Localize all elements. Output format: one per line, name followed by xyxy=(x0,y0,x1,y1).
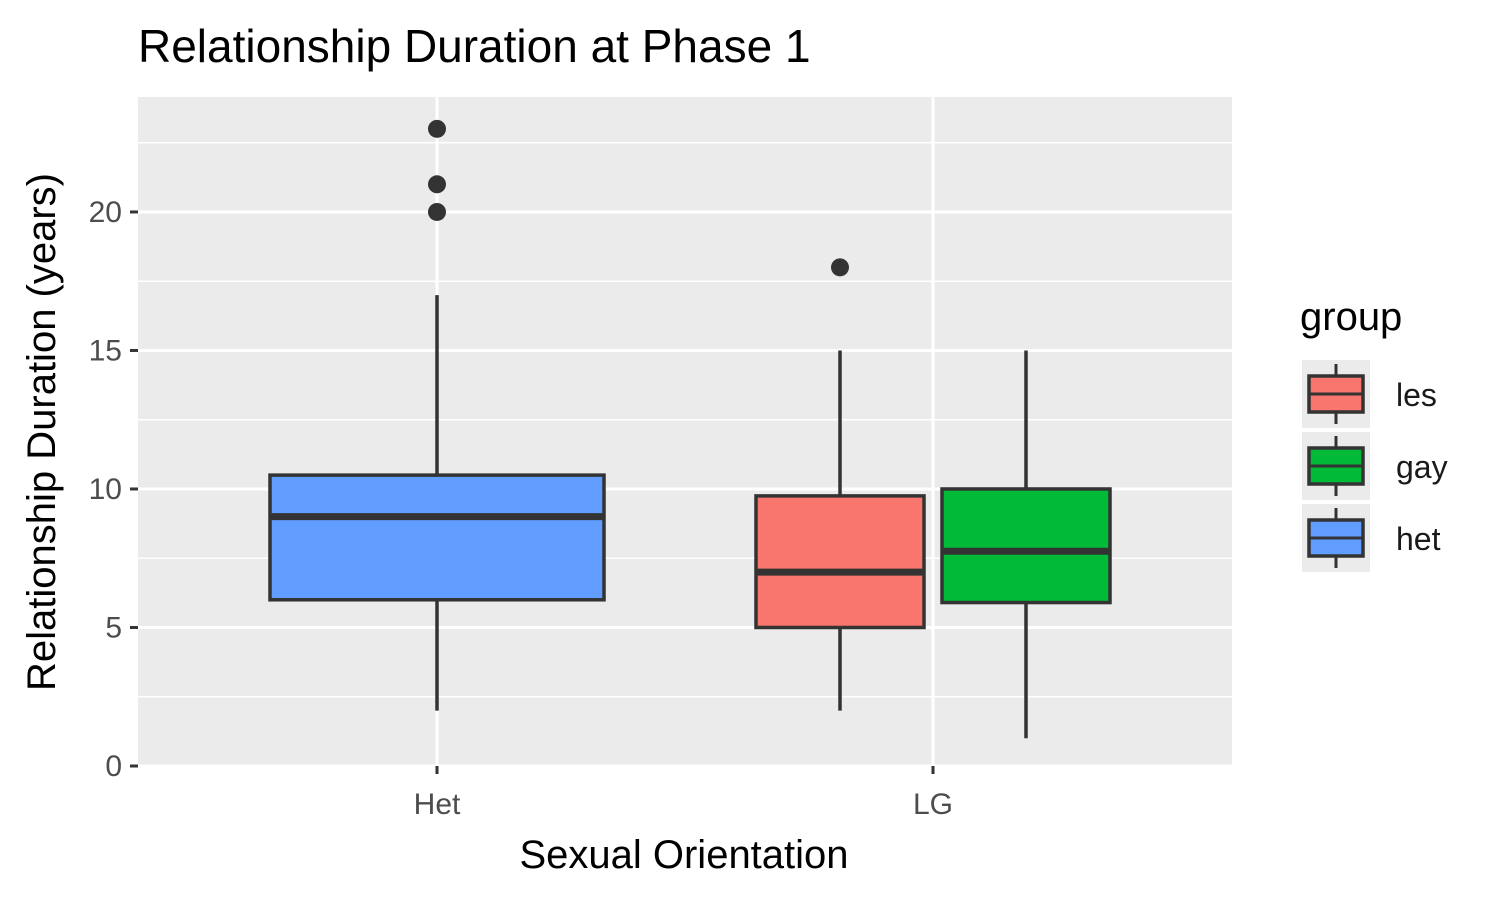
box xyxy=(754,494,926,630)
outlier-point xyxy=(428,119,446,138)
y-tick-label: 5 xyxy=(105,611,122,644)
outlier-point xyxy=(428,202,446,221)
legend-item-gay: gay xyxy=(1302,432,1448,500)
y-axis-title: Relationship Duration (years) xyxy=(20,173,64,691)
y-tick-label: 20 xyxy=(89,196,122,229)
outlier-point xyxy=(428,175,446,194)
outlier-point xyxy=(831,258,849,277)
legend: group les gay het xyxy=(1300,295,1448,572)
y-axis: 0 5 10 15 20 xyxy=(89,196,138,783)
legend-item-les: les xyxy=(1302,360,1437,428)
y-tick-label: 0 xyxy=(105,750,122,783)
x-axis: Het LG xyxy=(414,766,953,821)
box xyxy=(940,487,1112,605)
legend-label: les xyxy=(1396,377,1437,413)
legend-item-het: het xyxy=(1302,504,1441,572)
plot-panel xyxy=(138,97,1232,766)
x-axis-title: Sexual Orientation xyxy=(519,833,848,877)
x-tick-label: LG xyxy=(913,788,953,821)
y-tick-label: 15 xyxy=(89,334,122,367)
x-tick-label: Het xyxy=(414,788,461,821)
y-tick-label: 10 xyxy=(89,473,122,506)
boxplot-het xyxy=(268,119,606,711)
boxplot-gay xyxy=(940,350,1112,739)
legend-label: gay xyxy=(1396,449,1448,485)
box xyxy=(268,473,606,602)
legend-title: group xyxy=(1300,295,1402,339)
chart-title: Relationship Duration at Phase 1 xyxy=(138,20,811,72)
boxplots xyxy=(268,119,1112,739)
boxplot-les xyxy=(754,258,926,711)
legend-label: het xyxy=(1396,521,1441,557)
